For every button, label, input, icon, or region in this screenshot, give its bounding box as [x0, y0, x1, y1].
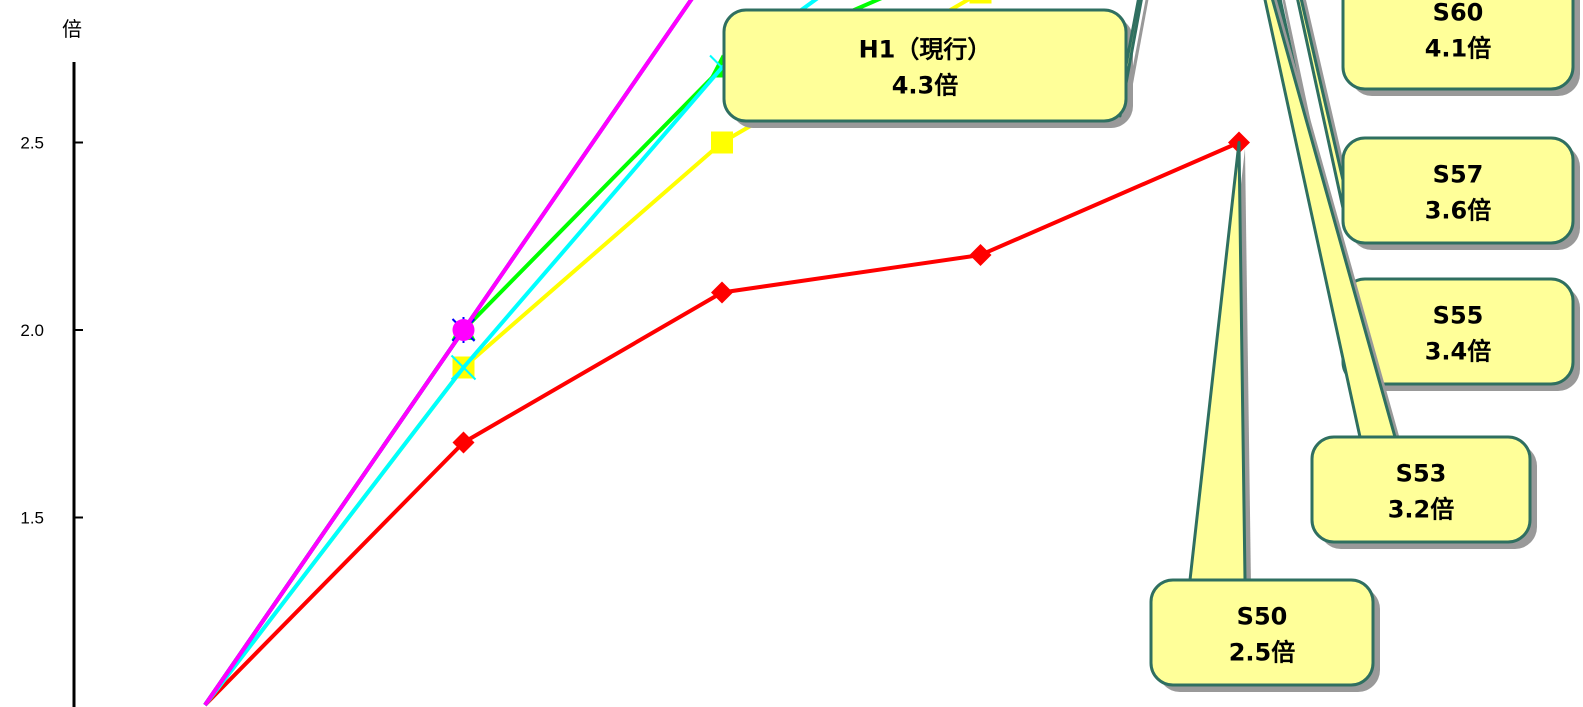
callout-label: S50	[1237, 603, 1288, 631]
callout-S60: S60 4.1倍	[1341, 0, 1580, 96]
series-lines	[203, 0, 1250, 707]
callouts: H1（現行）4.3倍S604.1倍S573.6倍S553.4倍S533.2倍S5…	[722, 0, 1580, 692]
callout-S57: S57 3.6倍	[1296, 0, 1580, 250]
callout-box	[1341, 136, 1575, 245]
callout-value: 3.4倍	[1425, 338, 1492, 366]
callout-label: S55	[1433, 302, 1484, 330]
callout-pointer	[1188, 141, 1247, 582]
callout-box	[722, 8, 1128, 123]
callout-box	[1149, 578, 1375, 687]
data-point	[450, 354, 477, 381]
callout-pointer	[1118, 0, 1143, 118]
callout-box	[1341, 0, 1575, 91]
data-point	[711, 131, 733, 154]
callout-label: S53	[1396, 460, 1447, 488]
series-line	[203, 0, 694, 707]
callout-S53: S53 3.2倍	[1263, 0, 1537, 549]
series-H1（現行）	[203, 0, 694, 707]
callout-S50: S50 2.5倍	[1149, 141, 1380, 692]
callout-pointer-shadow	[1126, 0, 1149, 122]
data-point	[452, 431, 475, 454]
callout-label: H1（現行）	[859, 36, 992, 64]
callout-box	[1310, 435, 1532, 544]
callout-label: S57	[1433, 161, 1484, 189]
y-axis-unit-label: 倍	[62, 17, 82, 41]
y-axis: 倍1.52.02.53.03.54.04.5	[20, 17, 83, 707]
callout-label: S60	[1433, 0, 1484, 27]
data-point	[969, 0, 992, 4]
y-tick-label: 1.5	[20, 509, 44, 528]
data-point	[711, 281, 733, 304]
callout-value: 3.2倍	[1388, 496, 1455, 524]
callout-value: 4.3倍	[892, 72, 959, 100]
callout-value: 3.6倍	[1425, 197, 1492, 225]
y-tick-label: 2.5	[20, 134, 44, 153]
data-point	[452, 319, 475, 341]
series-line	[203, 140, 1240, 707]
data-point	[969, 244, 992, 266]
series-S50	[203, 131, 1250, 707]
callout-H1（現行）: H1（現行） 4.3倍	[722, 0, 1149, 128]
callout-value: 4.1倍	[1425, 35, 1492, 63]
callout-value: 2.5倍	[1229, 639, 1296, 667]
y-tick-label: 2.0	[20, 321, 44, 340]
